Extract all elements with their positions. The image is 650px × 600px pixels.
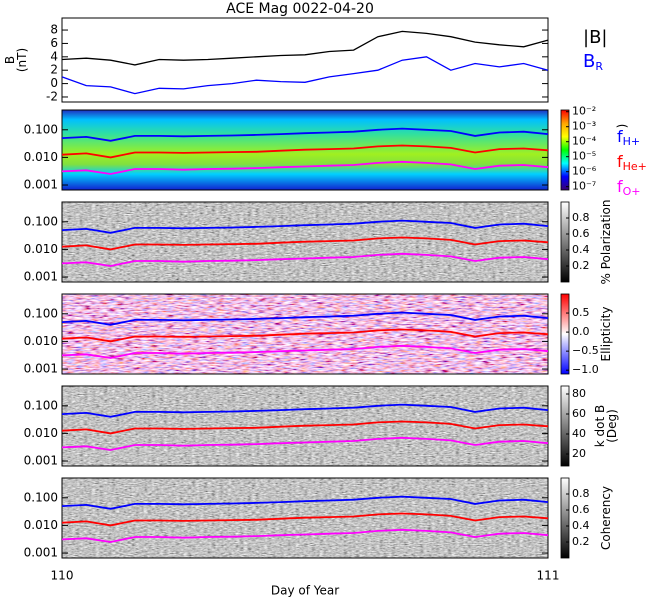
- colorbar: [560, 201, 570, 283]
- line-series: [61, 236, 549, 251]
- legend-label: BR: [583, 51, 603, 73]
- colorbar: [560, 293, 570, 375]
- line-series: [61, 512, 549, 527]
- legend-label: fHe+: [617, 152, 647, 174]
- x-tick-label: 111: [537, 569, 560, 583]
- colorbar-tick-label: 10⁻³: [572, 120, 596, 133]
- colorbar-tick-label: 0.8: [572, 487, 590, 500]
- colorbar-tick-label: 0.8: [572, 211, 590, 224]
- y-tick-label: 0.010: [24, 242, 58, 256]
- colorbar-tick-label: 60: [572, 407, 586, 420]
- colorbar-label-line: Coherency: [599, 486, 613, 550]
- colorbar-label-line: ): [615, 124, 629, 129]
- legend-subscript: R: [595, 60, 603, 73]
- colorbar-tick-label: 0.5: [572, 306, 590, 319]
- y-axis-label-line: (nT): [15, 48, 29, 72]
- colorbar-tick-label: 0.4: [572, 243, 590, 256]
- line-series: [61, 311, 549, 326]
- colorbar-label-line: Ellipticity: [599, 307, 613, 362]
- legend-text: |B|: [583, 27, 607, 48]
- y-tick-label: 0.100: [24, 490, 58, 504]
- colorbar-tick-label: −0.5: [572, 344, 599, 357]
- legend-text: f: [617, 177, 623, 196]
- colorbar-tick-label: 0.6: [572, 503, 590, 516]
- line-series: [61, 160, 549, 175]
- legend-label: fH+: [617, 127, 640, 149]
- colorbar-tick-label: 80: [572, 387, 586, 400]
- y-tick-label: 0.100: [24, 306, 58, 320]
- legend-subscript: He+: [623, 160, 647, 173]
- y-tick-label: 0.010: [24, 150, 58, 164]
- colorbar-tick-label: 20: [572, 447, 586, 460]
- y-tick-label: 0.100: [24, 398, 58, 412]
- colorbar-label: Ellipticity: [599, 307, 613, 362]
- legend-text: B: [583, 51, 595, 72]
- colorbar-tick-label: 10⁻²: [572, 105, 596, 118]
- y-tick-label: 0.010: [24, 426, 58, 440]
- y-tick-label: 0.100: [24, 122, 58, 136]
- colorbar-label: % Polarization: [599, 200, 613, 285]
- y-tick-label: 0.001: [24, 362, 58, 376]
- chart-title: ACE Mag 0022-04-20: [226, 1, 374, 17]
- y-tick-label: 6: [50, 36, 58, 50]
- colorbar: [560, 109, 570, 191]
- colorbar-tick-label: 10⁻⁵: [572, 150, 596, 163]
- plot-frame: [61, 17, 549, 103]
- y-tick-label: 4: [50, 49, 58, 63]
- colorbar-tick-label: −1.0: [572, 363, 599, 376]
- line-series: [61, 420, 549, 435]
- y-tick-label: 0.100: [24, 214, 58, 228]
- legend-subscript: O+: [623, 185, 641, 198]
- y-axis-label: B(nT): [3, 48, 29, 72]
- line-series: [61, 436, 549, 451]
- y-tick-label: 2: [50, 63, 58, 77]
- line-series: [61, 403, 549, 418]
- colorbar-tick-label: 0.6: [572, 227, 590, 240]
- y-tick-label: 0.010: [24, 518, 58, 532]
- colorbar-tick-label: 0.2: [572, 259, 590, 272]
- legend-text: f: [617, 152, 623, 171]
- legend-label: |B|: [583, 27, 607, 48]
- line-series: [61, 127, 549, 142]
- colorbar-label: Coherency: [599, 486, 613, 550]
- y-tick-label: 0.001: [24, 178, 58, 192]
- colorbar-tick-label: 0.0: [572, 325, 590, 338]
- line-series: [61, 344, 549, 359]
- colorbar-label-line: (Deg): [605, 409, 619, 443]
- colorbar-tick-label: 10⁻⁷: [572, 180, 596, 193]
- line-series: [61, 495, 549, 510]
- legend-label: fO+: [617, 177, 641, 199]
- legend-subscript: H+: [623, 135, 641, 148]
- line-series: [61, 328, 549, 343]
- x-axis-label: Day of Year: [271, 584, 339, 598]
- colorbar-label-line: % Polarization: [599, 200, 613, 285]
- colorbar-tick-label: 0.2: [572, 535, 590, 548]
- line-series: [61, 144, 549, 159]
- y-tick-label: -2: [46, 89, 58, 103]
- colorbar-tick-label: 10⁻⁴: [572, 135, 597, 148]
- line-series: [61, 30, 549, 66]
- y-axis-label-line: B: [3, 56, 17, 64]
- colorbar-label: k dot B(Deg): [593, 405, 619, 447]
- colorbar-label-line: k dot B: [593, 405, 607, 447]
- y-tick-label: 0.001: [24, 454, 58, 468]
- y-tick-label: 8: [50, 23, 58, 37]
- colorbar: [560, 477, 570, 559]
- y-tick-label: 0.001: [24, 546, 58, 560]
- colorbar-tick-label: 0.4: [572, 519, 590, 532]
- y-tick-label: 0.010: [24, 334, 58, 348]
- colorbar-tick-label: 40: [572, 427, 586, 440]
- line-series: [61, 219, 549, 234]
- line-series: [61, 528, 549, 543]
- y-tick-label: 0.001: [24, 270, 58, 284]
- y-tick-label: 0: [50, 76, 58, 90]
- line-series: [61, 252, 549, 267]
- colorbar-tick-label: 10⁻⁶: [572, 165, 597, 178]
- colorbar: [560, 385, 570, 467]
- legend-text: f: [617, 127, 623, 146]
- line-series: [61, 56, 549, 95]
- colorbar-label: ): [615, 124, 629, 129]
- x-tick-label: 110: [51, 569, 74, 583]
